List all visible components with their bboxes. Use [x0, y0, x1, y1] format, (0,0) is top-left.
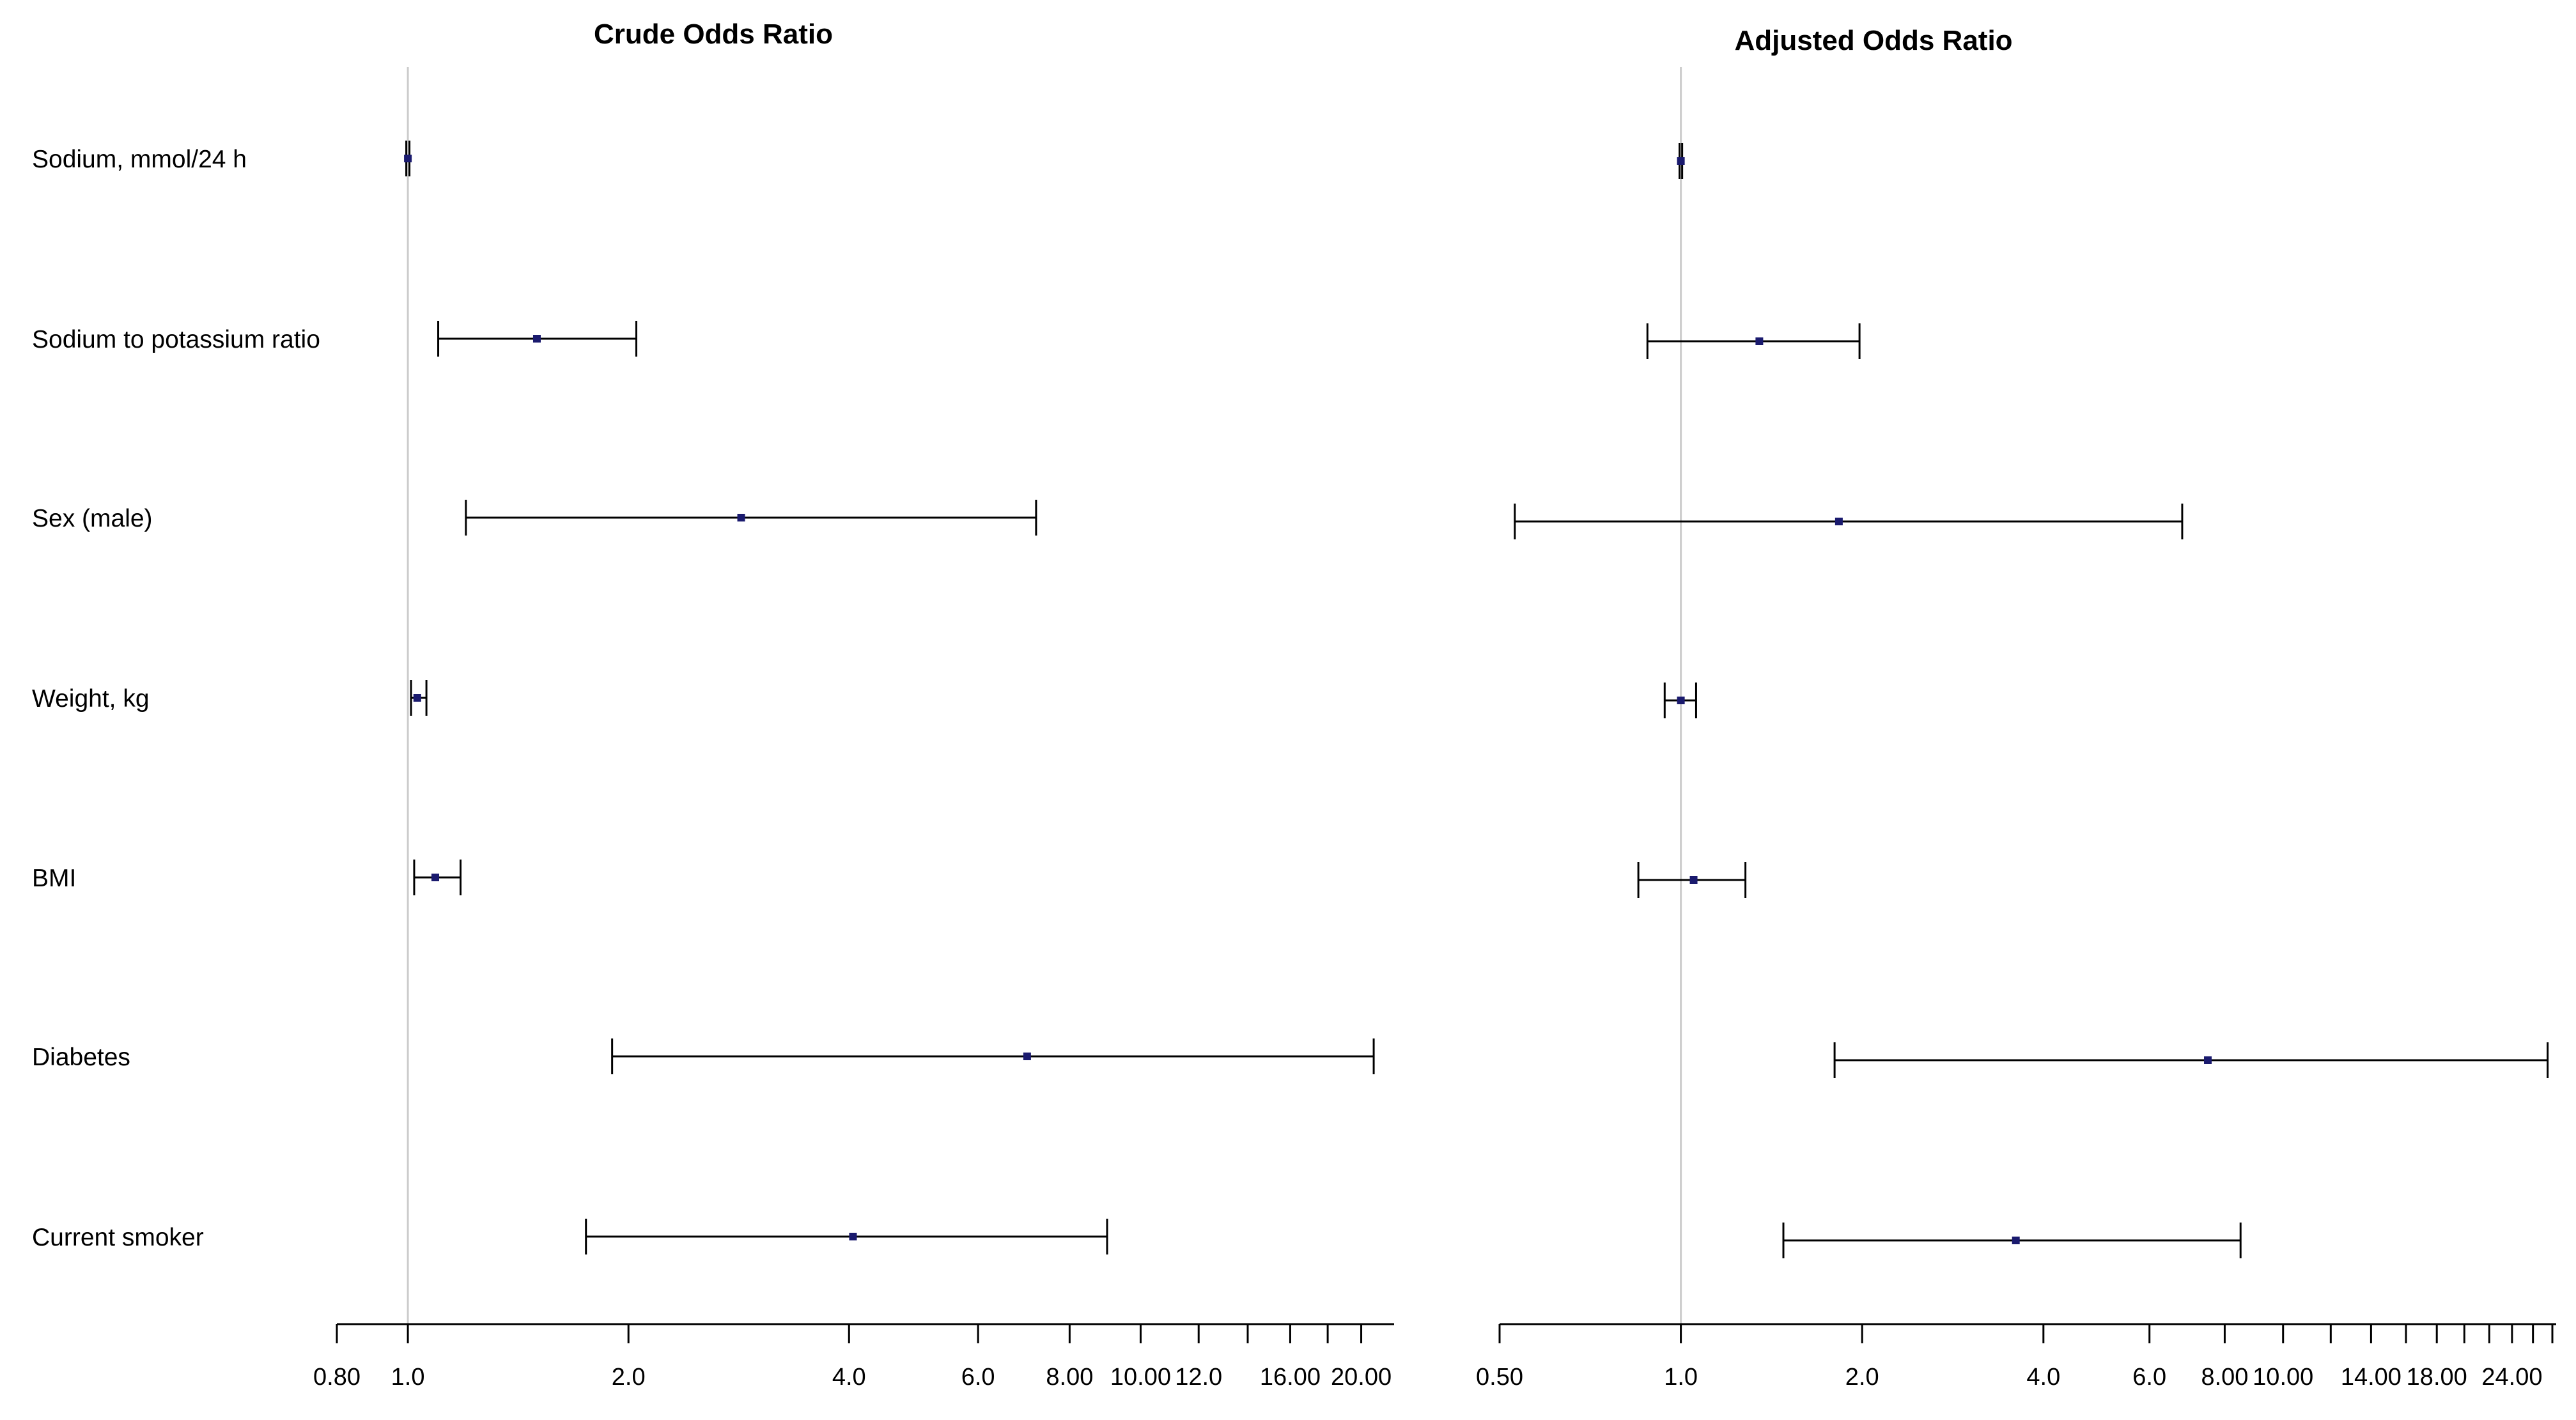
crude-tick-label: 12.0: [1175, 1364, 1222, 1391]
adjusted-point-estimate: [1677, 157, 1685, 165]
adjusted-point-estimate: [1835, 518, 1843, 525]
crude-point-estimate: [737, 514, 745, 521]
adjusted-point-estimate: [1689, 876, 1698, 884]
adjusted-point-estimate: [1677, 697, 1685, 704]
adjusted-point-estimate: [2204, 1056, 2212, 1064]
crude-tick-label: 10.00: [1110, 1364, 1171, 1391]
crude-point-estimate: [532, 335, 541, 343]
row-labels: Sodium, mmol/24 h Sodium to potassium rat…: [32, 146, 320, 1251]
crude-tick-label: 0.80: [313, 1364, 361, 1391]
crude-tick-label: 1.0: [391, 1364, 425, 1391]
adjusted-tick-label: 0.50: [1476, 1364, 1523, 1391]
crude-tick-label: 6.0: [961, 1364, 995, 1391]
crude-tick-label: 2.0: [612, 1364, 646, 1391]
crude-ticks: 0.80 1.0 2.0 4.0 6.0 8.00 10.00 12.0 16.00 20.00: [313, 1324, 1392, 1391]
adjusted-rows: [1514, 143, 2549, 1258]
crude-point-estimate: [413, 694, 421, 702]
crude-tick-label: 8.00: [1046, 1364, 1093, 1391]
crude-tick-label: 16.00: [1260, 1364, 1321, 1391]
adjusted-tick-label: 24.00: [2481, 1364, 2542, 1391]
crude-point-estimate: [1023, 1053, 1031, 1060]
row-label: BMI: [32, 865, 76, 892]
row-label: Sex (male): [32, 505, 153, 532]
crude-point-estimate: [404, 155, 412, 162]
adjusted-point-estimate: [1755, 337, 1764, 345]
row-label: Diabetes: [32, 1044, 130, 1071]
crude-point-estimate: [431, 874, 439, 881]
adjusted-tick-label: 1.0: [1664, 1364, 1698, 1391]
row-label: Sodium to potassium ratio: [32, 326, 320, 353]
adjusted-ticks: 0.50 1.0 2.0 4.0 6.0 8.00 10.00 14.00 18.00 24.00: [1476, 1324, 2554, 1391]
row-label: Sodium, mmol/24 h: [32, 146, 247, 173]
adjusted-tick-label: 14.00: [2341, 1364, 2401, 1391]
crude-rows: [404, 141, 1375, 1254]
crude-panel: Crude Odds Ratio 0.80 1.0 2.0 4.0 6.0 8.00 10.…: [313, 19, 1394, 1391]
crude-point-estimate: [849, 1233, 857, 1240]
adjusted-tick-label: 4.0: [2026, 1364, 2060, 1391]
adjusted-tick-label: 8.00: [2201, 1364, 2248, 1391]
crude-tick-label: 4.0: [832, 1364, 866, 1391]
adjusted-tick-label: 18.00: [2407, 1364, 2467, 1391]
adjusted-panel: Adjusted Odds Ratio 0.50 1.0 2.0 4.0 6.0 8.00…: [1476, 25, 2556, 1391]
crude-tick-label: 20.00: [1331, 1364, 1392, 1391]
adjusted-tick-label: 10.00: [2253, 1364, 2313, 1391]
adjusted-tick-label: 6.0: [2132, 1364, 2166, 1391]
row-label: Current smoker: [32, 1224, 204, 1251]
row-label: Weight, kg: [32, 685, 150, 713]
adjusted-title: Adjusted Odds Ratio: [1734, 25, 2012, 56]
adjusted-point-estimate: [2012, 1237, 2020, 1244]
adjusted-tick-label: 2.0: [1845, 1364, 1879, 1391]
crude-title: Crude Odds Ratio: [594, 19, 833, 50]
